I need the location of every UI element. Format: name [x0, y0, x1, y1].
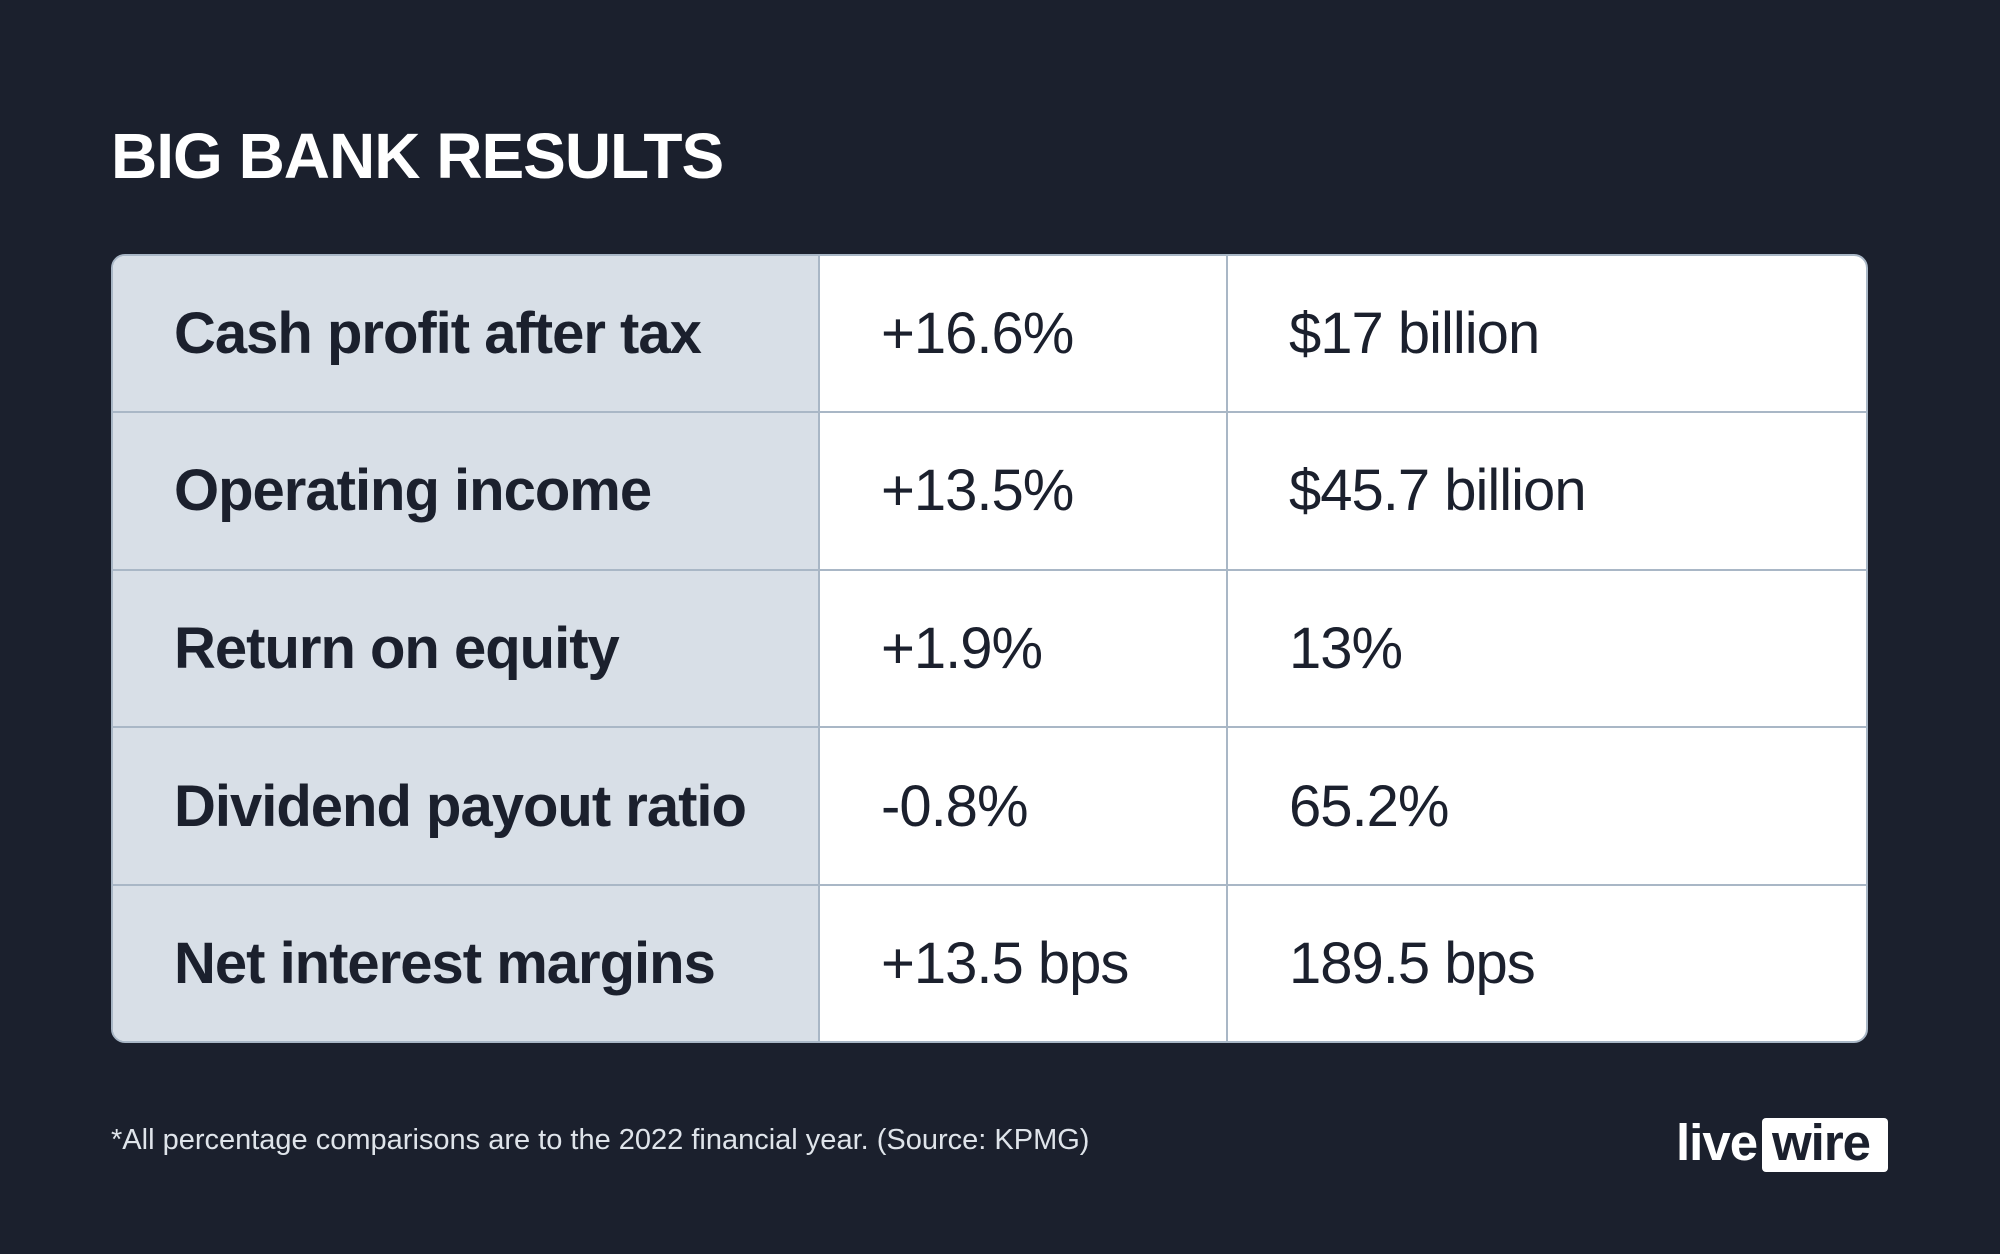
table-row: Dividend payout ratio -0.8% 65.2%: [113, 727, 1866, 887]
table-row: Operating income +13.5% $45.7 billion: [113, 411, 1866, 571]
metric-label: Operating income: [113, 411, 820, 571]
table-row: Return on equity +1.9% 13%: [113, 569, 1866, 729]
metric-label: Net interest margins: [113, 885, 820, 1041]
logo-text-wire: wire: [1772, 1114, 1871, 1171]
result-value: 189.5 bps: [1289, 931, 1536, 997]
source-footnote: *All percentage comparisons are to the 2…: [111, 1124, 1090, 1156]
change-value: +13.5 bps: [819, 885, 1228, 1041]
metric-label: Dividend payout ratio: [113, 727, 820, 887]
change-value: +1.9%: [819, 569, 1228, 729]
change-value: +16.6%: [819, 256, 1228, 413]
page-title: BIG BANK RESULTS: [111, 120, 724, 192]
metric-label: Return on equity: [113, 569, 820, 729]
logo-text-live: live: [1676, 1114, 1758, 1171]
table-row: Cash profit after tax +16.6% $17 billion: [113, 256, 1866, 413]
table-row: Net interest margins +13.5 bps 189.5 bps: [113, 885, 1866, 1041]
results-table: Cash profit after tax +16.6% $17 billion…: [111, 254, 1868, 1043]
result-value: $45.7 billion: [1227, 411, 1866, 571]
change-value: -0.8%: [819, 727, 1228, 887]
result-value: 13%: [1227, 569, 1866, 729]
livewire-logo: live wire: [1676, 1114, 1888, 1174]
logo-badge: [1762, 1118, 1888, 1172]
metric-label: Cash profit after tax: [113, 256, 820, 413]
change-value: +13.5%: [819, 411, 1228, 571]
result-value: 65.2%: [1227, 727, 1866, 887]
result-value: $17 billion: [1227, 256, 1866, 413]
